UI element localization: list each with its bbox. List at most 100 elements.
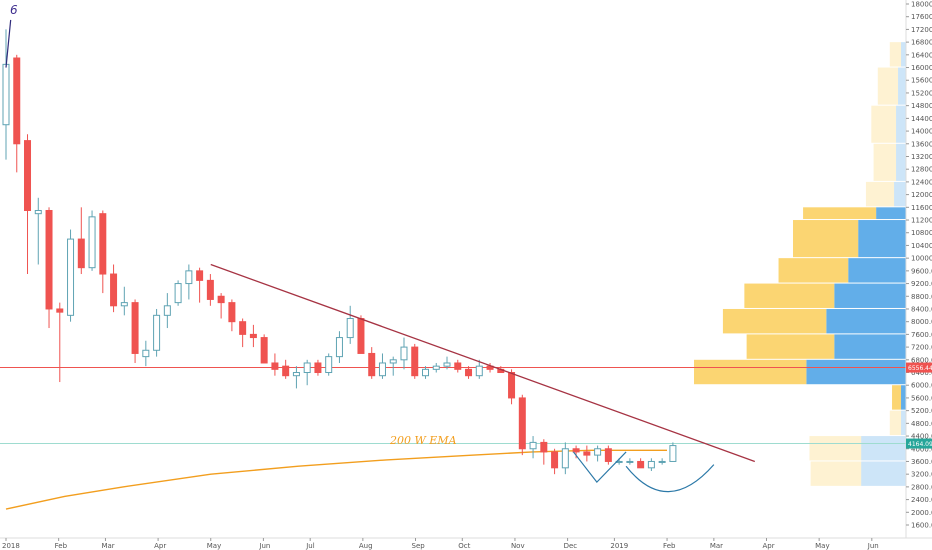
- y-tick-label: 15200.00: [911, 89, 932, 97]
- candle: [529, 436, 537, 459]
- x-axis[interactable]: 2018 Feb Mar Apr May Jun Jul Aug Sep Oct Nov Dec 201…: [2, 538, 879, 550]
- candle-body: [454, 362, 462, 370]
- candle-body: [561, 448, 569, 469]
- candle-body: [465, 368, 473, 377]
- volume-profile-bar-left: [744, 283, 835, 308]
- y-tick-label: 6800.00: [911, 356, 932, 364]
- y-tick-label: 2400.00: [911, 496, 932, 504]
- candle: [13, 54, 21, 173]
- y-axis[interactable]: 18000.00 17600.00 17200.00 16800.00 16400.00…: [906, 1, 932, 530]
- candle-body: [647, 460, 655, 469]
- ema-layer: [5, 449, 667, 510]
- candle: [551, 448, 559, 475]
- candle: [540, 439, 548, 465]
- candle-body: [174, 283, 182, 304]
- candle-body: [110, 273, 118, 307]
- candle-body: [153, 314, 161, 351]
- x-tick-label: 2019: [610, 542, 628, 550]
- ema-label: 200 W EMA: [389, 434, 457, 447]
- pattern-v: [572, 451, 627, 484]
- volume-profile-bar-left: [778, 258, 849, 283]
- volume-profile-bar-right: [861, 461, 906, 486]
- candle: [335, 331, 343, 363]
- volume-profile-bar-right: [861, 436, 906, 461]
- candle-body: [249, 333, 257, 339]
- candle-body: [206, 279, 214, 300]
- candle-body: [400, 346, 408, 361]
- x-tick-label: Nov: [511, 542, 525, 550]
- y-tick-label: 9600.00: [911, 267, 932, 275]
- candle: [34, 197, 42, 265]
- candle-body: [551, 451, 559, 469]
- y-tick-label: 14000.00: [911, 128, 932, 136]
- candle: [368, 347, 376, 379]
- volume-profile-bar-left: [793, 220, 859, 258]
- candle-body: [443, 362, 451, 367]
- candle: [594, 445, 602, 462]
- candle-body: [163, 305, 171, 316]
- x-tick-label: Apr: [763, 542, 775, 550]
- candle: [454, 359, 462, 373]
- volume-profile-bar-right: [896, 143, 906, 181]
- candle-body: [669, 445, 677, 462]
- x-tick-label: Mar: [101, 542, 114, 550]
- candle-body: [142, 349, 150, 358]
- candle-body: [368, 352, 376, 377]
- y-tick-label: 4800.00: [911, 420, 932, 428]
- y-tick-label: 10400.00: [911, 242, 932, 250]
- candle: [647, 458, 655, 471]
- y-tick-label: 12000.00: [911, 191, 932, 199]
- x-tick-label: Apr: [154, 542, 166, 550]
- x-tick-label: Feb: [55, 542, 68, 550]
- x-tick-label: Jun: [258, 542, 270, 550]
- candle: [518, 394, 526, 456]
- candle-body: [357, 318, 365, 354]
- y-tick-label: 10000.00: [911, 255, 932, 263]
- volume-profile-bar-right: [894, 181, 906, 207]
- volume-profile-bar-right: [901, 42, 906, 67]
- candle-body: [99, 213, 107, 275]
- candle-body: [475, 365, 483, 377]
- candle: [228, 299, 236, 332]
- candle-body: [529, 441, 537, 450]
- corner-label: 6: [10, 3, 18, 17]
- y-tick-label: 6400.00: [911, 369, 932, 377]
- candle: [282, 359, 290, 379]
- candle-body: [346, 318, 354, 339]
- volume-profile-bar-right: [834, 334, 906, 359]
- volume-profile-bar-left: [746, 334, 835, 359]
- candle: [303, 359, 311, 386]
- volume-profile-bar-left: [809, 436, 862, 461]
- candle-body: [583, 451, 591, 456]
- candle: [131, 299, 139, 363]
- y-tick-label: 10800.00: [911, 229, 932, 237]
- candle-body: [303, 362, 311, 374]
- candle: [561, 442, 569, 475]
- candle-body: [228, 302, 236, 323]
- y-tick-label: 3200.00: [911, 471, 932, 479]
- candle-body: [88, 216, 96, 269]
- candle: [637, 458, 645, 469]
- volume-profile-bar-left: [871, 105, 897, 143]
- price-badge-label: 6556.44: [908, 365, 932, 372]
- candle-body: [658, 460, 666, 463]
- y-tick-label: 18000.00: [911, 1, 932, 9]
- candle: [24, 134, 32, 275]
- y-tick-label: 3600.00: [911, 458, 932, 466]
- candle-body: [626, 460, 634, 463]
- candle-body: [34, 209, 42, 215]
- candle-body: [325, 356, 333, 374]
- candle-body: [131, 302, 139, 354]
- x-tick-label: Dec: [564, 542, 578, 550]
- candle: [626, 458, 634, 465]
- candle: [142, 340, 150, 367]
- candle: [669, 442, 677, 462]
- candle: [67, 229, 75, 322]
- x-tick-label: Aug: [359, 542, 373, 550]
- candle: [389, 356, 397, 376]
- y-tick-label: 16000.00: [911, 64, 932, 72]
- y-tick-label: 11200.00: [911, 217, 932, 225]
- candle: [88, 210, 96, 271]
- volume-profile-bar-left: [889, 410, 902, 436]
